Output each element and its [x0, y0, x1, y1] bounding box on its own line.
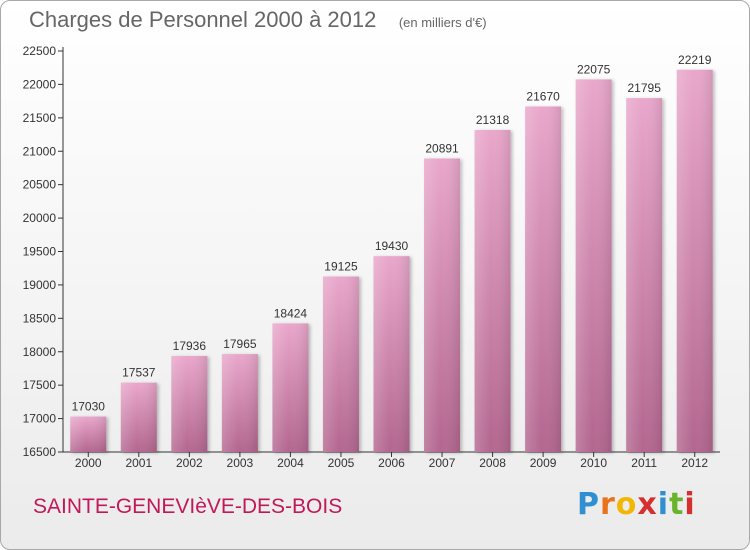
y-tick-label: 19000 — [23, 278, 57, 292]
proxiti-logo: Proxiti — [577, 487, 696, 522]
y-tick-label: 21000 — [23, 144, 57, 158]
data-label: 17936 — [173, 339, 207, 353]
bar-shading — [272, 323, 309, 452]
bar-shading — [322, 276, 359, 452]
y-tick-label: 18000 — [23, 345, 57, 359]
bar-shading — [424, 158, 461, 452]
chart-title: Charges de Personnel 2000 à 2012 — [29, 7, 377, 32]
data-label: 17965 — [223, 337, 257, 351]
y-tick-label: 20500 — [23, 178, 57, 192]
x-tick-label: 2000 — [75, 456, 102, 470]
data-label: 19430 — [375, 239, 409, 253]
data-label: 21318 — [476, 113, 510, 127]
plot-area: 16500 17000 17500 18000 18500 19000 19500 20000… — [23, 44, 720, 470]
bar-shading — [70, 416, 107, 452]
y-tick-label: 21500 — [23, 111, 57, 125]
y-tick-label: 16500 — [23, 445, 57, 459]
x-tick-label: 2012 — [681, 456, 708, 470]
y-tick-label: 22500 — [23, 44, 57, 58]
data-label: 18424 — [274, 306, 308, 320]
x-tick-label: 2011 — [631, 456, 657, 470]
commune-name: SAINTE-GENEVIèVE-DES-BOIS — [33, 495, 343, 518]
bar-shading — [525, 106, 562, 452]
y-tick-label: 22000 — [23, 77, 57, 91]
x-tick-label: 2003 — [227, 456, 254, 470]
x-tick-label: 2009 — [530, 456, 557, 470]
title-row: Charges de Personnel 2000 à 2012 (en mil… — [29, 7, 487, 33]
bar-shading — [626, 98, 663, 453]
x-tick-label: 2006 — [378, 456, 405, 470]
logo-letter: o — [615, 487, 638, 522]
x-tick-label: 2002 — [176, 456, 203, 470]
x-tick-label: 2004 — [277, 456, 304, 470]
logo-letter: i — [657, 487, 670, 522]
data-label: 21795 — [628, 81, 662, 95]
bar-shading — [676, 69, 713, 453]
y-tick-label: 17000 — [23, 412, 57, 426]
bar-shading — [120, 382, 157, 452]
data-label: 22219 — [678, 53, 712, 67]
x-tick-label: 2005 — [328, 456, 355, 470]
data-label: 17030 — [72, 400, 106, 414]
logo-letter: x — [637, 487, 658, 522]
data-label: 19125 — [324, 260, 358, 274]
x-tick-label: 2010 — [580, 456, 607, 470]
y-tick-label: 17500 — [23, 378, 57, 392]
logo-letter: t — [669, 487, 685, 522]
logo-letter: i — [684, 487, 696, 522]
y-tick-label: 18500 — [23, 311, 57, 325]
data-label: 20891 — [425, 142, 459, 156]
bar-shading — [171, 356, 208, 452]
bar-shading — [575, 79, 612, 452]
logo-letter: P — [577, 487, 600, 522]
bar-shading — [373, 256, 410, 452]
bar-shading — [221, 354, 258, 452]
data-label: 17537 — [122, 366, 156, 380]
y-tick-label: 19500 — [23, 245, 57, 259]
data-label: 21670 — [526, 89, 560, 103]
y-tick-label: 20000 — [23, 211, 57, 225]
data-label: 22075 — [577, 62, 611, 76]
x-tick-label: 2008 — [479, 456, 506, 470]
x-tick-label: 2007 — [429, 456, 456, 470]
x-tick-label: 2001 — [125, 456, 152, 470]
bar-shading — [474, 129, 511, 452]
chart-subtitle: (en milliers d'€) — [398, 15, 487, 30]
logo-letter: r — [600, 487, 616, 522]
